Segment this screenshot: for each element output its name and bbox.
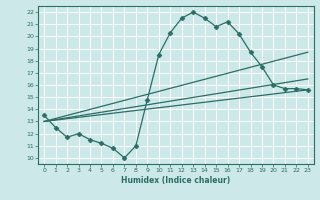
X-axis label: Humidex (Indice chaleur): Humidex (Indice chaleur) [121, 176, 231, 185]
